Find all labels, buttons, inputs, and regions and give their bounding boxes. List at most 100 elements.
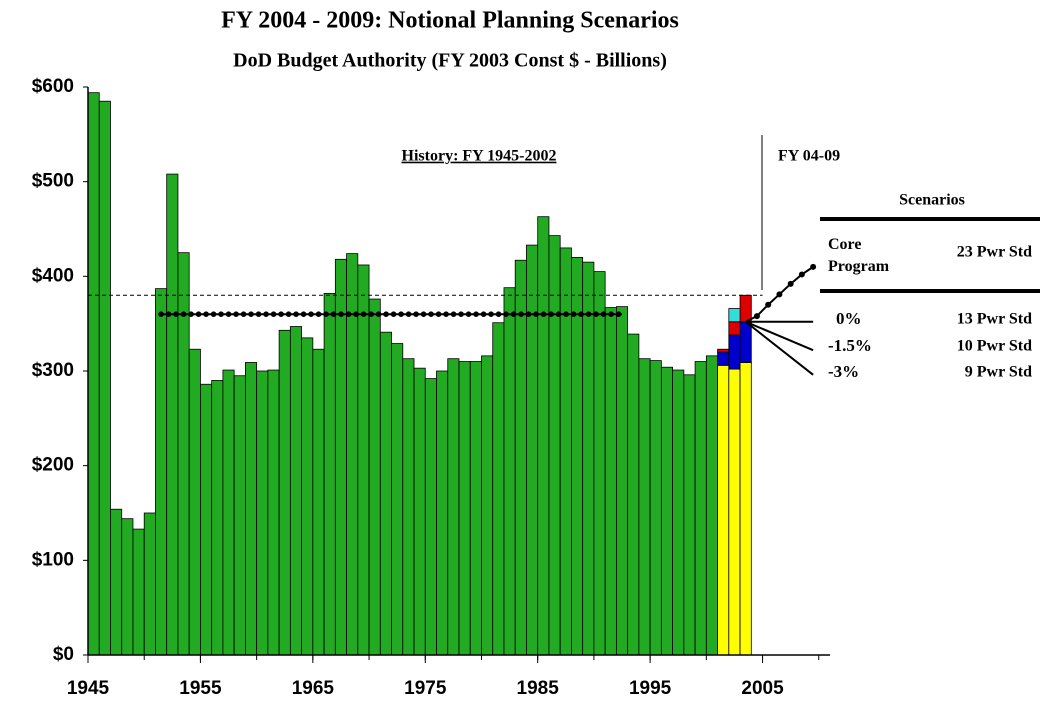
reference-dot	[480, 311, 487, 318]
reference-dot	[435, 311, 442, 318]
reference-dot	[428, 311, 434, 318]
reference-dot	[203, 311, 209, 318]
reference-dot	[315, 311, 322, 318]
bar	[672, 369, 685, 656]
bar	[323, 292, 336, 656]
y-tick-label: $600	[32, 76, 74, 97]
bar	[379, 331, 392, 656]
bar	[593, 271, 606, 656]
bar	[188, 348, 201, 656]
bar	[301, 337, 314, 656]
reference-dot	[503, 311, 509, 318]
bar	[436, 370, 449, 656]
bar	[728, 334, 741, 370]
y-tick-label: $300	[32, 360, 74, 381]
chart-title: FY 2004 - 2009: Notional Planning Scenar…	[221, 8, 679, 34]
reference-dot	[338, 311, 344, 318]
bar	[469, 361, 482, 656]
reference-dot	[323, 311, 329, 318]
bar	[233, 375, 246, 656]
y-tick-label: $200	[32, 455, 74, 476]
reference-dot	[285, 311, 292, 318]
bar	[537, 216, 550, 656]
reference-dot	[195, 311, 202, 318]
reference-dot	[210, 311, 217, 318]
reference-dot	[173, 311, 179, 318]
reference-dot	[533, 311, 539, 318]
bar	[694, 361, 707, 656]
bar	[155, 288, 168, 656]
reference-dot	[165, 311, 172, 318]
bar	[717, 351, 730, 366]
scenario-dot	[810, 263, 817, 270]
bar	[627, 333, 640, 656]
scenario-dot	[798, 271, 805, 278]
scenario-dot	[753, 313, 760, 320]
reference-dot	[278, 311, 284, 318]
bar	[492, 322, 505, 656]
reference-dot	[548, 311, 554, 318]
reference-dot	[368, 311, 374, 318]
bar	[200, 383, 213, 656]
reference-dot	[218, 311, 224, 318]
bar	[87, 92, 100, 656]
reference-dot	[585, 311, 592, 318]
bar	[717, 364, 730, 656]
scenario-name: -3%	[828, 362, 859, 381]
x-tick-label: 1965	[292, 678, 335, 699]
reference-dot	[240, 311, 247, 318]
scenario-label: 9 Pwr Std	[965, 364, 1032, 381]
reference-dot	[443, 311, 449, 318]
bar	[278, 329, 291, 656]
reference-dot	[563, 311, 569, 318]
bar	[739, 294, 752, 323]
bar	[571, 256, 584, 656]
reference-dot	[570, 311, 577, 318]
reference-dot	[180, 311, 187, 318]
reference-dot	[578, 311, 584, 318]
y-tick-label: $100	[32, 549, 74, 570]
bar	[132, 528, 145, 656]
reference-dot	[488, 311, 494, 318]
reference-dot	[300, 311, 307, 318]
reference-dot	[398, 311, 404, 318]
bar	[424, 378, 437, 656]
bar	[166, 173, 179, 656]
scenario-name: -1.5%	[828, 336, 872, 355]
bar	[402, 358, 415, 656]
reference-dot	[375, 311, 382, 318]
bar	[739, 321, 752, 363]
reference-dot	[458, 311, 464, 318]
bar	[110, 508, 123, 656]
bar	[222, 369, 235, 656]
x-tick-label: 1955	[179, 678, 222, 699]
bar	[705, 355, 718, 656]
reference-dot	[255, 311, 262, 318]
reference-dot	[615, 311, 622, 318]
reference-dot	[495, 311, 502, 318]
reference-dot	[293, 311, 299, 318]
bar	[256, 370, 269, 656]
y-tick-label: $400	[32, 265, 74, 286]
chart-subtitle: DoD Budget Authority (FY 2003 Const $ - …	[233, 50, 667, 72]
x-tick-label: 1985	[517, 678, 560, 699]
bar	[413, 367, 426, 656]
reference-dot	[465, 311, 472, 318]
reference-dot	[510, 311, 517, 318]
bar	[312, 348, 325, 656]
reference-dot	[593, 311, 599, 318]
bar	[660, 366, 674, 656]
reference-dot	[233, 311, 239, 318]
reference-dot	[473, 311, 479, 318]
reference-dot	[330, 311, 337, 318]
bar	[503, 287, 516, 656]
reference-dot	[308, 311, 314, 318]
scenario-label: 13 Pwr Std	[957, 311, 1032, 328]
history-label: History: FY 1945-2002	[402, 148, 557, 165]
bar	[334, 258, 347, 656]
reference-dot	[540, 311, 547, 318]
reference-dot	[518, 311, 524, 318]
scenario-name: Core Program	[828, 236, 890, 275]
x-tick-label: 2005	[741, 678, 784, 699]
bar	[447, 358, 460, 656]
